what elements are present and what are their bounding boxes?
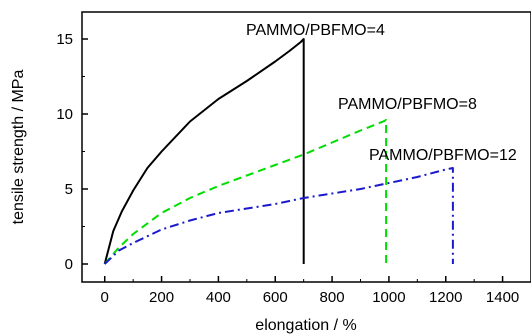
series-label-pammo-pbfmo-4: PAMMO/PBFMO=4 [246,22,385,39]
x-tick-label-3: 600 [263,289,288,306]
series-layer [103,38,454,265]
x-tick-label-7: 1400 [486,289,519,306]
series-line-2 [104,167,454,265]
y-tick-label-0: 0 [65,256,73,273]
x-tick-label-1: 200 [149,289,174,306]
ticks-layer: 0 200 400 600 800 1000 1200 1400 0 5 10 15 [56,31,519,306]
series-label-pammo-pbfmo-8: PAMMO/PBFMO=8 [338,96,477,113]
x-tick-label-0: 0 [101,289,109,306]
y-axis-label: tensile strength / MPa [10,70,27,225]
x-axis-label: elongation / % [255,317,356,334]
plot-frame [81,11,531,283]
series-line-0 [103,38,305,265]
series-line-1 [103,119,388,265]
y-tick-label-2: 10 [56,106,73,123]
x-tick-label-6: 1200 [429,289,462,306]
y-tick-label-3: 15 [56,31,73,48]
x-tick-label-2: 400 [206,289,231,306]
y-tick-label-1: 5 [65,181,73,198]
x-tick-label-4: 800 [320,289,345,306]
x-tick-label-5: 1000 [372,289,405,306]
series-label-pammo-pbfmo-12: PAMMO/PBFMO=12 [369,147,517,164]
